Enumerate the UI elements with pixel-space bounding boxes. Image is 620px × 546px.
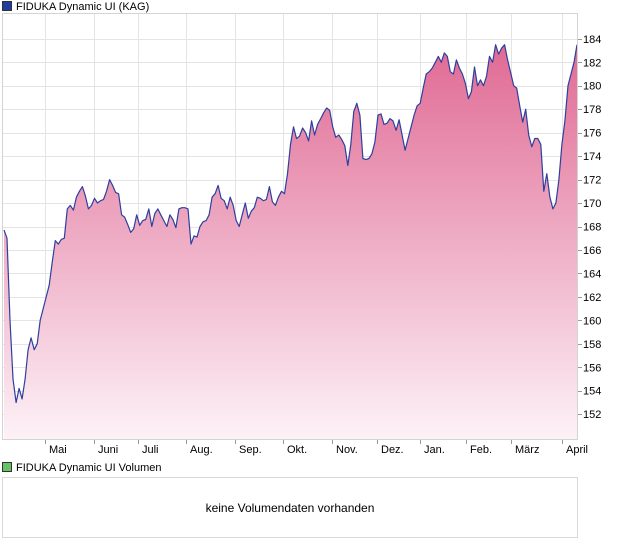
- y-tick-label: 160: [583, 315, 601, 327]
- price-area: [4, 44, 577, 440]
- x-tick-label: Feb.: [470, 444, 492, 456]
- y-tick-label: 170: [583, 198, 601, 210]
- price-chart: 152 154 156 158 160 162 164 166 168 170 172 174 176 1…: [2, 13, 601, 456]
- price-legend-label: FIDUKA Dynamic UI (KAG): [16, 1, 150, 13]
- y-tick-label: 176: [583, 128, 601, 140]
- volume-panel: keine Volumendaten vorhanden: [2, 477, 578, 538]
- y-tick-label: 178: [583, 104, 601, 116]
- x-tick-label: Nov.: [336, 444, 358, 456]
- price-line: [3, 44, 578, 404]
- volume-legend-swatch: [2, 462, 12, 472]
- volume-legend-label: FIDUKA Dynamic UI Volumen: [16, 462, 162, 474]
- x-tick-label: Mai: [49, 444, 67, 456]
- x-tick-label: April: [566, 444, 588, 456]
- y-tick-label: 182: [583, 57, 601, 69]
- y-tick-label: 164: [583, 268, 601, 280]
- x-tick-label: Dez.: [381, 444, 404, 456]
- plot-frame: [2, 13, 578, 440]
- y-tick-label: 168: [583, 222, 601, 234]
- x-tick-label: Sep.: [239, 444, 262, 456]
- y-tick-label: 154: [583, 386, 601, 398]
- y-tick-label: 166: [583, 245, 601, 257]
- y-tick-label: 184: [583, 34, 601, 46]
- x-tick-label: Okt.: [287, 444, 307, 456]
- x-tick-label: März: [515, 444, 539, 456]
- y-tick-label: 162: [583, 292, 601, 304]
- price-legend-swatch: [2, 1, 12, 11]
- y-tick-label: 158: [583, 339, 601, 351]
- volume-legend: FIDUKA Dynamic UI Volumen: [2, 462, 162, 475]
- x-tick-label: Juni: [98, 444, 118, 456]
- y-tick-label: 152: [583, 409, 601, 421]
- price-legend: FIDUKA Dynamic UI (KAG): [2, 1, 149, 14]
- x-tick-label: Aug.: [190, 444, 213, 456]
- volume-empty-message: keine Volumendaten vorhanden: [205, 501, 375, 515]
- x-tick-label: Jan.: [424, 444, 445, 456]
- y-tick-label: 180: [583, 81, 601, 93]
- y-tick-label: 156: [583, 362, 601, 374]
- y-tick-label: 174: [583, 151, 601, 163]
- x-tick-label: Juli: [142, 444, 159, 456]
- y-tick-label: 172: [583, 175, 601, 187]
